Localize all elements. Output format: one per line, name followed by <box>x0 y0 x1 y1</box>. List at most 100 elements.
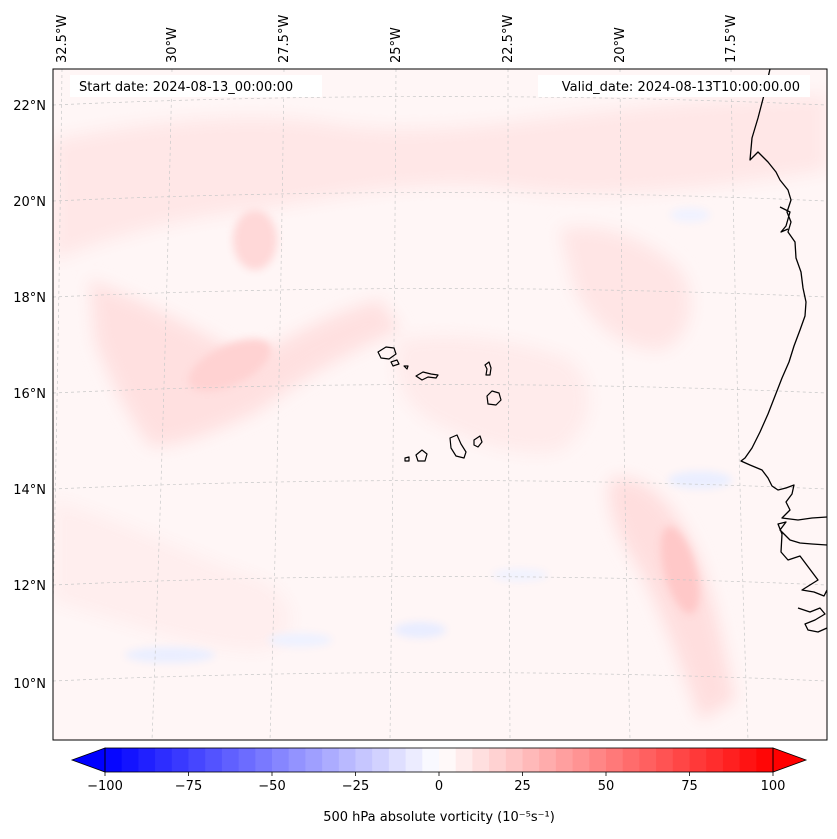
map-frame <box>52 68 828 741</box>
lon-label-32-5w: 32.5°W <box>55 15 70 63</box>
start-date-box <box>70 75 322 97</box>
colorbar-segment <box>322 748 340 772</box>
vorticity-max-north <box>233 210 277 270</box>
colorbar-segment <box>171 748 190 772</box>
colorbar-segment <box>572 748 590 772</box>
lat-label-10n: 10°N <box>13 677 46 692</box>
senegal-gambia-coast <box>777 521 827 597</box>
island-brava <box>404 456 410 462</box>
colorbar-tick-label: −25 <box>342 779 369 794</box>
west-africa-coastline <box>740 69 827 521</box>
colorbar-segment <box>305 748 323 772</box>
colorbar-segment <box>739 748 757 772</box>
island-fogo <box>415 449 428 462</box>
colorbar-segment <box>338 748 357 772</box>
parallel-22n <box>53 96 827 106</box>
lon-label-30w: 30°W <box>165 27 180 63</box>
lon-label-17-5w: 17.5°W <box>724 15 739 63</box>
longitude-labels: 32.5°W 30°W 27.5°W 25°W 22.5°W 20°W 17.5… <box>55 15 739 63</box>
cape-verde-islands <box>377 346 502 462</box>
map-panel: Start date: 2024-08-13_00:00:00 Valid_da… <box>52 68 828 741</box>
vorticity-min-center <box>492 569 548 581</box>
colorbar-segment <box>288 748 306 772</box>
latitude-labels: 22°N 20°N 18°N 16°N 14°N 12°N 10°N <box>13 99 46 692</box>
lon-label-20w: 20°W <box>613 27 628 63</box>
colorbar-tick-label: 50 <box>598 779 615 794</box>
colorbar-segment <box>422 748 440 772</box>
colorbar-segment <box>756 748 774 772</box>
colorbar-segments <box>105 748 774 772</box>
lat-label-14n: 14°N <box>13 483 46 498</box>
lat-label-16n: 16°N <box>13 387 46 402</box>
colorbar-segment <box>505 748 524 772</box>
colorbar-segment <box>238 748 256 772</box>
colorbar-segment <box>706 748 724 772</box>
vorticity-band-north <box>53 95 827 260</box>
colorbar-segment <box>722 748 741 772</box>
colorbar-segment <box>221 748 240 772</box>
colorbar-ticks: −100 −75 −50 −25 0 25 50 75 100 <box>87 772 785 794</box>
colorbar-tick-label: 0 <box>435 779 443 794</box>
colorbar-tick-label: −75 <box>175 779 202 794</box>
vorticity-band-east <box>609 478 735 720</box>
island-maio <box>473 435 483 448</box>
cap-vert-notch <box>779 206 791 233</box>
vorticity-max-east <box>660 526 700 614</box>
lat-label-12n: 12°N <box>13 579 46 594</box>
parallel-16n <box>53 384 827 394</box>
colorbar-extend-max <box>772 747 808 773</box>
colorbar-segment <box>622 748 640 772</box>
colorbar-tick-label: 25 <box>514 779 531 794</box>
coastlines <box>740 69 827 633</box>
colorbar-segment <box>522 748 540 772</box>
lat-label-22n: 22°N <box>13 99 46 114</box>
colorbar-segment <box>272 748 290 772</box>
colorbar-label: 500 hPa absolute vorticity (10⁻⁵s⁻¹) <box>323 810 555 825</box>
vorticity-min-north <box>670 208 710 222</box>
colorbar-segment <box>205 748 223 772</box>
colorbar-segment <box>439 748 457 772</box>
colorbar-segment <box>689 748 707 772</box>
colorbar-segment <box>121 748 139 772</box>
colorbar-segment <box>405 748 423 772</box>
lat-label-18n: 18°N <box>13 291 46 306</box>
colorbar-segment <box>555 748 574 772</box>
colorbar-extend-min <box>70 747 106 773</box>
colorbar-segment <box>489 748 507 772</box>
colorbar-segment <box>472 748 490 772</box>
colorbar-segment <box>138 748 156 772</box>
vorticity-patch-ne <box>560 227 691 350</box>
bissagos-coast <box>797 607 827 633</box>
colorbar-segment <box>372 748 390 772</box>
colorbar-segment <box>589 748 607 772</box>
parallel-14n <box>53 480 827 490</box>
valid-date-box <box>538 75 810 97</box>
parallel-12n <box>53 576 827 586</box>
island-boa-vista <box>486 390 502 406</box>
vorticity-min-east <box>668 471 732 489</box>
colorbar-tick-label: 100 <box>761 779 786 794</box>
lat-label-20n: 20°N <box>13 195 46 210</box>
island-sal <box>484 361 492 376</box>
lon-label-22-5w: 22.5°W <box>501 15 516 63</box>
colorbar-segment <box>656 748 674 772</box>
colorbar-tick-label: 75 <box>681 779 698 794</box>
colorbar-segment <box>672 748 691 772</box>
vorticity-band-mid <box>396 336 589 453</box>
colorbar-segment <box>255 748 273 772</box>
colorbar-segment <box>155 748 173 772</box>
colorbar-segment <box>188 748 206 772</box>
start-date-label: Start date: 2024-08-13_00:00:00 <box>79 80 293 95</box>
vorticity-field <box>53 95 827 720</box>
parallel-20n <box>53 192 827 202</box>
island-santiago <box>449 434 467 459</box>
colorbar-segment <box>388 748 407 772</box>
vorticity-min-south-3 <box>394 622 446 638</box>
island-sao-nicolau <box>415 371 439 381</box>
valid-date-label: Valid_date: 2024-08-13T10:00:00.00 <box>562 80 800 95</box>
graticule <box>53 69 827 740</box>
vorticity-min-south-1 <box>125 647 215 663</box>
colorbar-segment <box>606 748 624 772</box>
colorbar-segment <box>639 748 657 772</box>
